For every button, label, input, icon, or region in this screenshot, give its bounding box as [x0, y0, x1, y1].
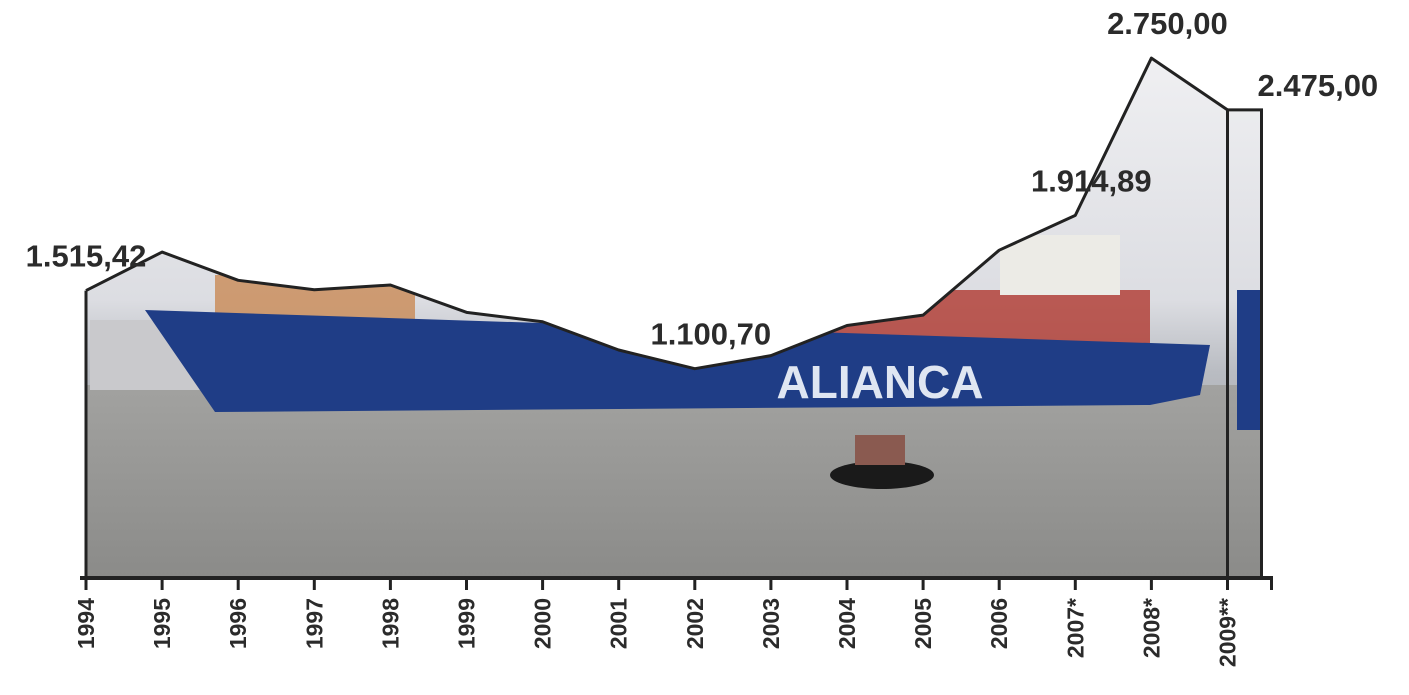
x-tick-label: 2005 — [910, 598, 936, 649]
water — [86, 385, 1262, 577]
x-tick-label: 1996 — [225, 598, 251, 649]
area-outline — [85, 56, 1229, 371]
boat-cabin — [855, 435, 905, 465]
boat — [830, 461, 934, 489]
value-label: 1.100,70 — [650, 317, 771, 352]
x-tick-label: 1998 — [377, 598, 403, 649]
value-label: 1.914,89 — [1031, 163, 1152, 198]
value-label: 2.475,00 — [1258, 68, 1379, 103]
x-tick-label: 1999 — [454, 598, 480, 649]
value-label: 2.750,00 — [1107, 6, 1228, 41]
area-edge — [84, 108, 1263, 576]
x-tick-label: 1995 — [149, 598, 175, 649]
ship-logo: ALIANCA — [777, 356, 984, 408]
x-tick-label: 2008* — [1138, 598, 1164, 658]
x-tick-label: 1997 — [301, 598, 327, 649]
x-tick-label: 2001 — [606, 598, 632, 649]
ship-hull — [1237, 290, 1262, 430]
x-tick-label: 1994 — [73, 598, 99, 649]
x-tick-label: 2002 — [682, 598, 708, 649]
x-tick-label: 2009** — [1215, 598, 1241, 667]
x-tick-label: 2006 — [986, 598, 1012, 649]
x-tick-label: 2004 — [834, 598, 860, 649]
x-tick-label: 2003 — [758, 598, 784, 649]
bridge — [1000, 235, 1120, 295]
x-tick-label: 2000 — [530, 598, 556, 649]
value-label: 1.515,42 — [26, 239, 147, 274]
x-tick-label: 2007* — [1062, 598, 1088, 658]
